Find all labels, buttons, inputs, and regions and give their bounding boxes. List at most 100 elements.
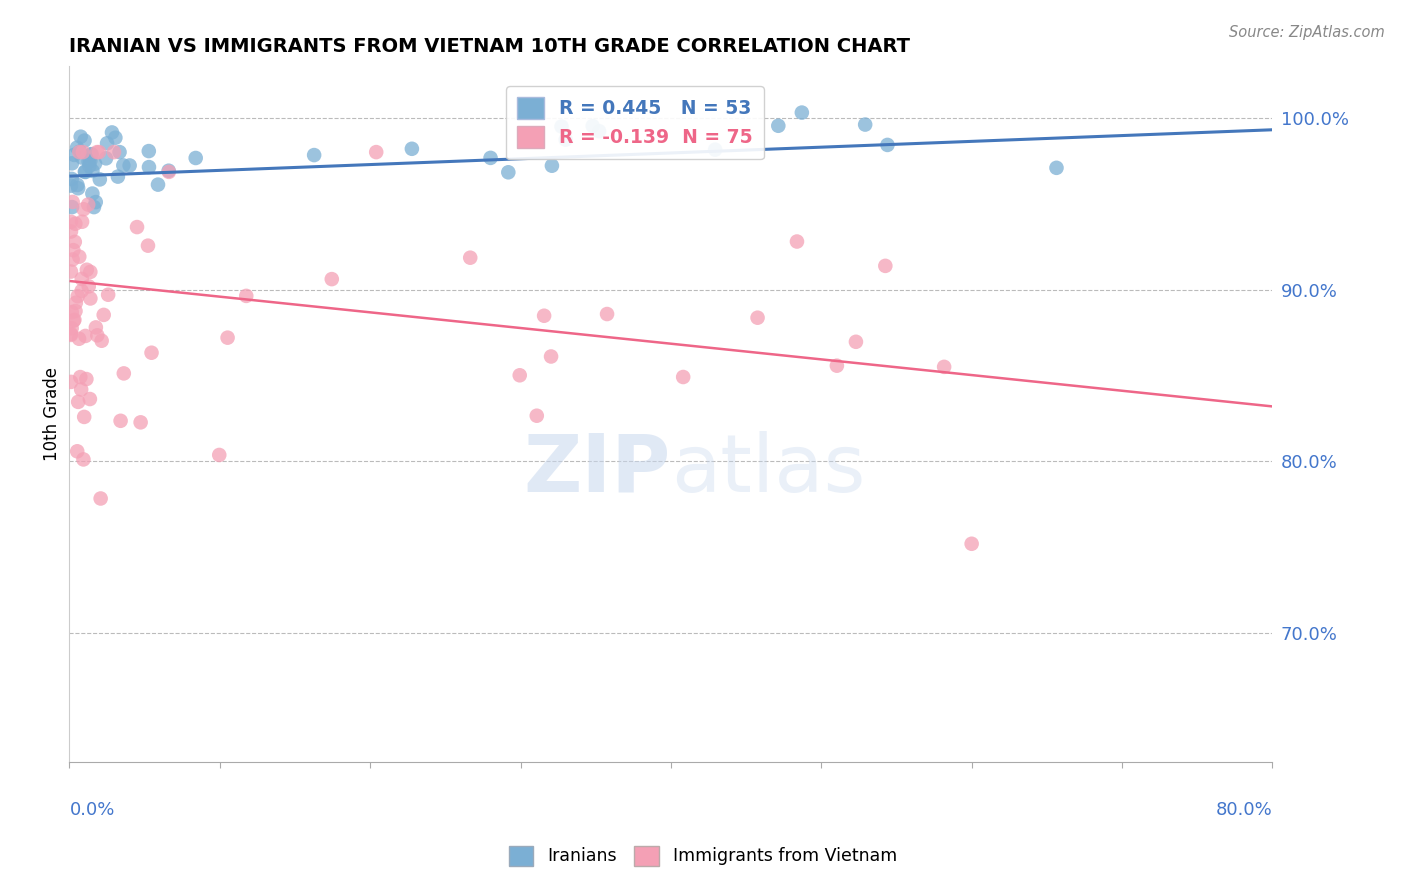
Point (65, 217, 87, 231)
Text: 80.0%: 80.0% (1216, 801, 1272, 819)
Point (70, 383, 93, 397)
Point (217, 331, 239, 345)
Point (157, 163, 180, 178)
Point (747, 310, 769, 325)
Point (103, 145, 125, 160)
Point (97, 287, 120, 301)
Legend: Iranians, Immigrants from Vietnam: Iranians, Immigrants from Vietnam (502, 838, 904, 872)
Point (72, 145, 94, 160)
Point (1045, 161, 1067, 175)
Point (84, 320, 107, 334)
Point (321, 272, 343, 286)
Point (596, 307, 619, 321)
Point (60, 321, 83, 335)
Point (458, 251, 481, 265)
Point (825, 359, 848, 373)
Point (704, 143, 727, 157)
Point (118, 159, 141, 173)
Point (479, 151, 502, 165)
Point (67, 181, 90, 195)
Point (146, 178, 169, 192)
Point (86, 328, 108, 343)
Point (79, 159, 101, 173)
Point (84, 195, 107, 210)
Point (89, 172, 111, 186)
Text: Source: ZipAtlas.com: Source: ZipAtlas.com (1229, 25, 1385, 40)
Point (366, 145, 388, 160)
Point (60, 375, 83, 389)
Point (69, 129, 91, 144)
Point (79, 153, 101, 168)
Point (60, 156, 83, 170)
Point (79, 292, 101, 306)
Point (112, 158, 135, 172)
Point (67, 145, 90, 160)
Point (72, 452, 94, 467)
Point (63, 235, 86, 249)
Point (60, 172, 83, 186)
Point (63, 313, 86, 327)
Point (82, 164, 104, 178)
Point (70, 272, 93, 286)
Point (62, 252, 84, 267)
Point (80, 147, 103, 161)
Point (101, 125, 124, 139)
Point (90, 491, 112, 506)
Point (302, 148, 325, 162)
Point (59, 225, 82, 239)
Point (77, 279, 100, 293)
Point (107, 169, 129, 184)
Point (129, 415, 152, 429)
Point (94, 151, 117, 165)
Point (498, 165, 520, 179)
Point (110, 414, 132, 428)
Point (401, 142, 423, 156)
Point (853, 118, 876, 132)
Point (526, 409, 548, 423)
Point (73, 409, 96, 424)
Point (62, 243, 84, 257)
Point (65, 295, 87, 310)
Point (75, 372, 97, 386)
Point (80, 147, 103, 161)
Point (90, 334, 112, 348)
Point (67, 250, 90, 264)
Point (235, 289, 257, 303)
Point (550, 120, 572, 134)
Point (62, 314, 84, 328)
Point (73, 164, 96, 178)
Point (141, 345, 163, 359)
Point (93, 308, 115, 322)
Point (67, 332, 90, 346)
Point (79, 392, 101, 406)
Point (79, 265, 101, 279)
Point (66, 178, 89, 192)
Point (59, 264, 82, 278)
Point (208, 448, 231, 462)
Point (67, 395, 90, 409)
Point (125, 220, 148, 235)
Point (59, 327, 82, 342)
Point (87, 145, 110, 160)
Point (70, 215, 93, 229)
Point (75, 329, 97, 343)
Y-axis label: 10th Grade: 10th Grade (44, 368, 60, 461)
Point (875, 259, 897, 273)
Point (65, 304, 87, 318)
Point (541, 159, 564, 173)
Point (60, 305, 83, 319)
Point (672, 370, 695, 384)
Point (845, 334, 868, 349)
Text: 0.0%: 0.0% (69, 801, 115, 819)
Point (75, 165, 97, 179)
Point (588, 124, 610, 138)
Point (554, 133, 576, 147)
Point (72, 202, 94, 217)
Point (60, 200, 83, 214)
Legend: R = 0.445   N = 53, R = -0.139  N = 75: R = 0.445 N = 53, R = -0.139 N = 75 (506, 86, 763, 160)
Point (84, 156, 107, 170)
Point (112, 367, 135, 381)
Point (157, 165, 180, 179)
Point (69, 370, 91, 384)
Point (790, 105, 813, 120)
